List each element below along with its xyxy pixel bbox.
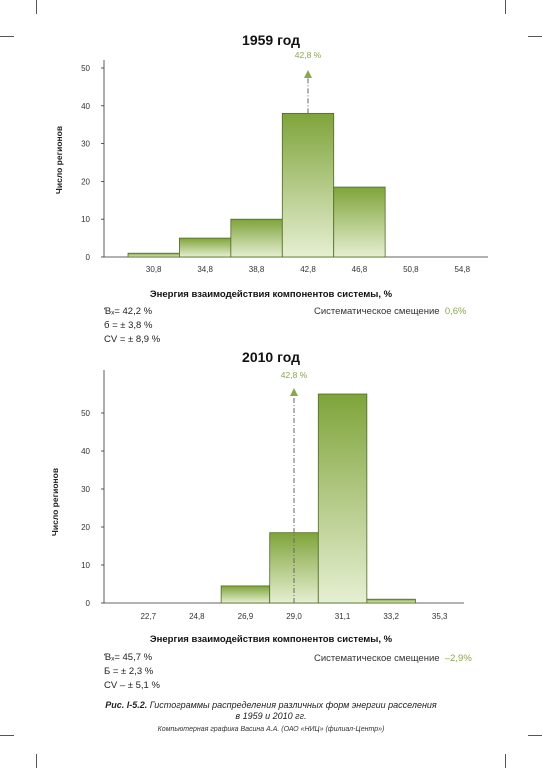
stat-sigma: б = ± 3,8 % — [104, 320, 153, 331]
systematic-shift-2010: Систематическое смещение –2,9% — [314, 653, 472, 664]
crop-mark — [528, 36, 542, 37]
histogram-bar — [317, 393, 368, 604]
annotation-label: 42,8 % — [281, 370, 308, 380]
x-tick-label: 22,7 — [140, 612, 156, 621]
y-tick-label: 0 — [86, 253, 91, 262]
annotation-label: 42,8 % — [295, 50, 322, 60]
histogram-bar — [333, 186, 386, 258]
shift-value: 0,6% — [444, 306, 467, 317]
annotation-arrowhead — [304, 70, 312, 78]
x-axis-label-1959: Энергия взаимодействия компонентов систе… — [149, 289, 393, 300]
stat-cv: CV – ± 5,1 % — [104, 680, 160, 691]
crop-mark — [0, 735, 14, 736]
figure-credit: Компьютерная графика Васина А.А. (ОАО «Н… — [157, 726, 385, 733]
x-tick-label: 35,3 — [432, 612, 448, 621]
x-tick-label: 30,8 — [146, 265, 162, 274]
stat-cv: CV = ± 8,9 % — [104, 334, 161, 345]
x-tick-label: 54,8 — [454, 265, 470, 274]
crop-mark — [36, 754, 37, 768]
chart-title-2010: 2010 год — [242, 349, 300, 365]
y-tick-label: 20 — [81, 523, 90, 532]
y-tick-label: 30 — [81, 485, 90, 494]
stat-mean: Ɓₓ= 42,2 % — [104, 306, 153, 317]
stats-1959: Ɓₓ= 42,2 % б = ± 3,8 % CV = ± 8,9 % — [104, 305, 160, 347]
shift-label: Систематическое смещение — [314, 306, 440, 317]
histogram-2010: 0 10 20 30 40 50 Число регионов 22,7 24,8 26,9 29,… — [50, 370, 464, 621]
crop-mark — [0, 36, 14, 37]
histogram-1959: 0 10 20 30 40 50 Число регионов 30,8 34,8 38,8 42,… — [54, 50, 488, 274]
histogram-bar — [366, 598, 416, 604]
y-axis-label: Число регионов — [50, 468, 60, 536]
x-tick-label: 50,8 — [403, 265, 419, 274]
chart-title-1959: 1959 год — [242, 32, 300, 48]
x-tick-label: 34,8 — [197, 265, 213, 274]
x-tick-label: 29,0 — [286, 612, 302, 621]
histogram-bar — [281, 112, 335, 258]
y-axis-label: Число регионов — [54, 126, 64, 194]
y-tick-label: 50 — [81, 409, 90, 418]
x-tick-label: 46,8 — [352, 265, 368, 274]
systematic-shift-1959: Систематическое смещение 0,6% — [314, 306, 467, 317]
crop-mark — [528, 735, 542, 736]
y-tick-label: 50 — [81, 64, 90, 73]
x-tick-label: 31,1 — [335, 612, 351, 621]
y-tick-label: 20 — [81, 177, 90, 186]
x-tick-label: 38,8 — [249, 265, 265, 274]
histogram-bar — [230, 218, 283, 258]
figure-caption: Рис. I-5.2. Гистограммы распределения ра… — [40, 700, 502, 722]
x-tick-label: 42,8 — [300, 265, 316, 274]
shift-value: –2,9% — [444, 653, 472, 664]
y-tick-label: 40 — [81, 447, 90, 456]
crop-mark — [505, 0, 506, 14]
x-axis-label-2010: Энергия взаимодействия компонентов систе… — [149, 634, 393, 645]
caption-prefix: Рис. I-5.2. — [105, 700, 148, 710]
y-tick-label: 40 — [81, 102, 90, 111]
caption-line2: в 1959 и 2010 гг. — [235, 711, 307, 721]
stat-mean: Ɓₓ= 45,7 % — [104, 652, 153, 663]
x-tick-label: 33,2 — [383, 612, 399, 621]
y-tick-label: 0 — [86, 599, 91, 608]
x-tick-label: 24,8 — [189, 612, 205, 621]
y-tick-label: 10 — [81, 561, 90, 570]
caption-text: Гистограммы распределения различных форм… — [149, 700, 437, 710]
shift-label: Систематическое смещение — [314, 653, 440, 664]
stats-2010: Ɓₓ= 45,7 % Б = ± 2,3 % CV – ± 5,1 % — [104, 651, 160, 693]
y-tick-label: 30 — [81, 140, 90, 149]
crop-mark — [36, 0, 37, 14]
y-tick-label: 10 — [81, 215, 90, 224]
stat-sigma: Б = ± 2,3 % — [104, 666, 154, 677]
x-tick-label: 26,9 — [238, 612, 254, 621]
annotation-arrowhead — [290, 388, 298, 396]
crop-mark — [505, 754, 506, 768]
histogram-bar — [220, 585, 271, 604]
